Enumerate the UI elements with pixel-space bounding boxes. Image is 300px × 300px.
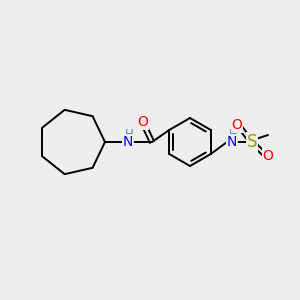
Text: S: S [247,133,257,151]
Text: O: O [138,115,148,129]
Text: H: H [124,128,134,140]
Text: N: N [227,135,237,149]
Text: N: N [123,135,133,149]
Text: O: O [262,149,273,163]
Text: O: O [232,118,242,132]
Text: H: H [229,128,237,140]
